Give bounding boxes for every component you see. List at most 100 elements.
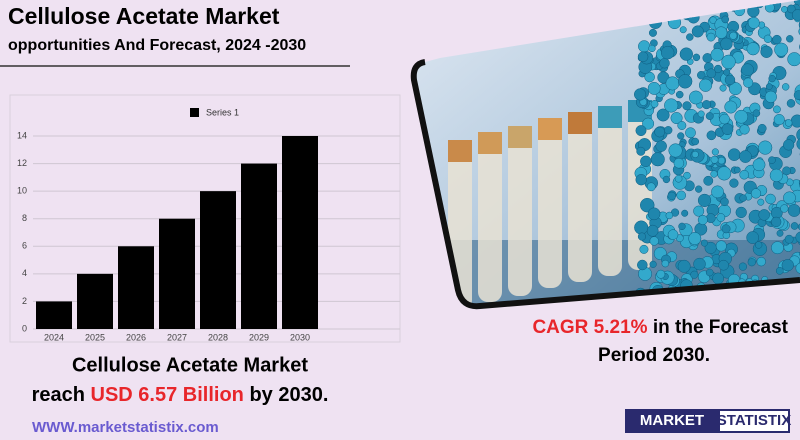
- granule: [782, 83, 790, 91]
- granule: [660, 45, 675, 60]
- text: by 2030.: [249, 384, 328, 406]
- granule: [706, 32, 716, 42]
- photo: [413, 0, 800, 307]
- granule: [739, 194, 747, 202]
- granule: [746, 42, 760, 56]
- logo-inner: [720, 411, 788, 431]
- granule: [702, 100, 712, 110]
- cagr-2: Period 2030.: [598, 345, 710, 366]
- granule: [786, 35, 794, 43]
- x-tick-label: 2025: [85, 332, 105, 342]
- granule: [743, 77, 754, 88]
- granule: [729, 31, 738, 40]
- granule: [654, 126, 665, 138]
- granule: [642, 117, 655, 130]
- granule: [729, 178, 739, 188]
- tube-cap: [508, 126, 532, 148]
- granule: [646, 182, 656, 192]
- granule: [697, 70, 706, 80]
- subtitle: opportunities And Forecast, 2024 -2030: [8, 37, 306, 54]
- granule: [798, 178, 800, 188]
- granule: [745, 286, 755, 296]
- granule: [667, 15, 682, 30]
- granule: [746, 231, 760, 244]
- granule: [795, 231, 800, 243]
- granule: [783, 191, 796, 205]
- legend-label: Series 1: [206, 107, 239, 117]
- y-tick-label: 2: [22, 296, 27, 306]
- granule: [662, 8, 677, 23]
- granule: [639, 244, 649, 254]
- granule: [781, 259, 794, 272]
- granule: [697, 110, 705, 118]
- granule: [677, 259, 691, 273]
- bar: [77, 273, 113, 329]
- bar: [118, 246, 154, 329]
- granule: [665, 211, 674, 220]
- granule: [757, 198, 765, 206]
- y-tick-label: 14: [17, 130, 27, 140]
- granule: [682, 101, 692, 111]
- granule: [721, 54, 736, 70]
- granule: [697, 193, 712, 208]
- granule: [636, 146, 646, 156]
- y-tick-label: 0: [22, 323, 27, 333]
- granule: [717, 156, 726, 165]
- granule: [635, 174, 647, 186]
- granule: [771, 241, 784, 255]
- granule: [674, 174, 683, 183]
- legend-swatch: [190, 108, 199, 117]
- granule: [758, 209, 770, 221]
- granule: [765, 83, 773, 90]
- granule: [727, 148, 741, 161]
- granule: [640, 5, 654, 20]
- granule: [720, 197, 729, 207]
- granule: [656, 269, 666, 279]
- granule: [705, 0, 717, 10]
- granule: [765, 193, 776, 205]
- granule: [664, 126, 673, 135]
- logo-left: MARKET: [640, 412, 704, 429]
- granule: [649, 236, 659, 246]
- granule: [710, 155, 719, 164]
- granule: [640, 155, 652, 168]
- granule: [717, 166, 732, 181]
- granule: [697, 214, 708, 225]
- granule: [769, 168, 783, 182]
- granule: [758, 140, 773, 155]
- granule: [713, 64, 723, 74]
- granule: [688, 232, 702, 245]
- granule: [656, 0, 669, 11]
- granule: [787, 204, 800, 217]
- granule: [678, 222, 686, 231]
- granule: [734, 5, 745, 17]
- granule: [721, 123, 734, 136]
- granule: [647, 207, 661, 221]
- granule: [716, 213, 726, 222]
- granule: [773, 114, 785, 126]
- tube: [598, 106, 622, 276]
- granule: [646, 224, 659, 237]
- granule: [692, 4, 700, 12]
- granule: [739, 290, 753, 305]
- granule: [787, 52, 800, 67]
- granule: [719, 113, 730, 125]
- y-tick-label: 8: [22, 213, 27, 223]
- granule: [739, 124, 750, 135]
- granule: [728, 82, 742, 96]
- granule: [681, 209, 689, 217]
- tube-cap: [448, 140, 472, 162]
- granule: [739, 150, 752, 163]
- granule: [738, 262, 748, 271]
- x-tick-label: 2030: [290, 332, 310, 342]
- granule: [703, 175, 714, 186]
- granule: [724, 74, 736, 86]
- granule: [691, 137, 700, 146]
- granule: [667, 229, 679, 240]
- granule: [686, 33, 694, 41]
- granule: [784, 119, 793, 127]
- granule: [655, 140, 667, 152]
- granule: [735, 206, 747, 219]
- granule: [780, 204, 789, 213]
